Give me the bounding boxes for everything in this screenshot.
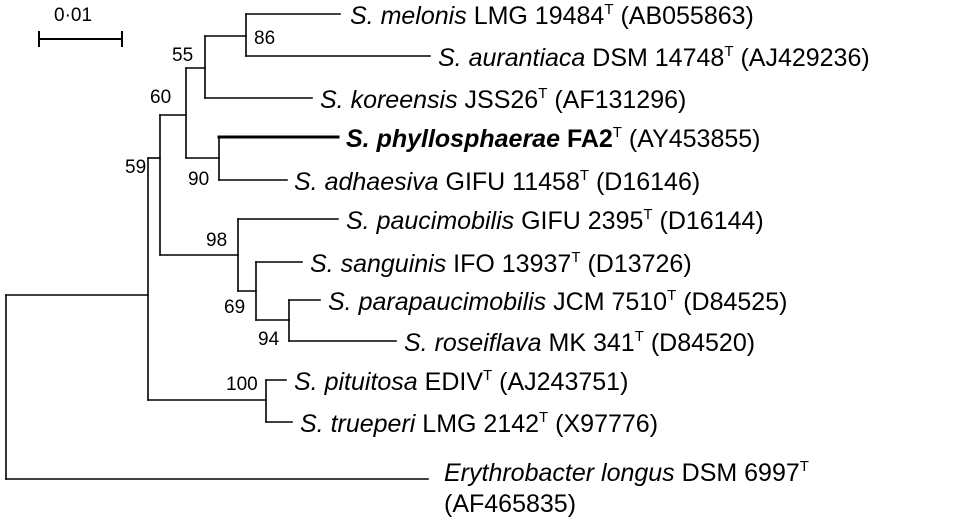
strain: IFO 13937 [453, 250, 572, 278]
genus: S. [300, 410, 324, 438]
strain: LMG 2142 [422, 410, 540, 438]
type-strain-mark: T [483, 367, 493, 384]
taxon-label-phyllosphaerae: S. phyllosphaerae FA2T (AY453855) [346, 124, 761, 153]
genus: S. [294, 168, 318, 196]
taxon-accession-erythrobacter: (AF465835) [444, 490, 577, 518]
accession: (AF131296) [554, 86, 687, 114]
taxon-label-roseiflava: S. roseiflava MK 341T (D84520) [404, 328, 756, 357]
bootstrap-value: 86 [254, 28, 276, 49]
taxon-label-sanguinis: S. sanguinis IFO 13937T (D13726) [310, 249, 692, 278]
bootstrap-value: 90 [188, 169, 210, 190]
bootstrap-value: 60 [150, 87, 172, 108]
accession: (AJ429236) [740, 44, 870, 72]
type-strain-mark: T [724, 43, 734, 60]
strain: JSS26 [464, 86, 539, 114]
genus: S. [350, 2, 374, 30]
strain: MK 341 [548, 329, 635, 357]
strain: EDIV [424, 368, 484, 396]
genus: S. [438, 44, 462, 72]
species: trueperi [330, 410, 416, 438]
accession: (AJ243751) [499, 368, 629, 396]
type-strain-mark: T [799, 458, 809, 475]
genus: Erythrobacter [444, 459, 595, 487]
taxon-label-erythrobacter: Erythrobacter longus DSM 6997T [444, 458, 809, 487]
strain: DSM 6997 [681, 459, 800, 487]
strain: DSM 14748 [592, 44, 725, 72]
strain: FA2 [566, 125, 613, 153]
type-strain-mark: T [539, 409, 549, 426]
bootstrap-value: 55 [172, 45, 194, 66]
bootstrap-value: 98 [206, 230, 228, 251]
species: aurantiaca [468, 44, 586, 72]
type-strain-mark: T [667, 287, 677, 304]
species: pituitosa [324, 368, 418, 396]
accession: (D84520) [650, 329, 756, 357]
bootstrap-value: 69 [224, 297, 246, 318]
genus: S. [294, 368, 318, 396]
type-strain-mark: T [579, 167, 590, 184]
bootstrap-value: 100 [226, 374, 258, 395]
taxon-label-pituitosa: S. pituitosa EDIVT (AJ243751) [294, 367, 629, 396]
taxon-label-aurantiaca: S. aurantiaca DSM 14748T (AJ429236) [438, 43, 870, 72]
type-strain-mark: T [571, 249, 581, 266]
taxon-label-melonis: S. melonis LMG 19484T (AB055863) [350, 1, 754, 30]
accession: (AB055863) [620, 2, 754, 30]
type-strain-mark: T [612, 124, 622, 141]
strain: GIFU 11458 [445, 168, 580, 196]
taxon-label-koreensis: S. koreensis JSS26T (AF131296) [320, 85, 687, 114]
species: roseiflava [434, 329, 542, 357]
genus: S. [346, 207, 370, 235]
taxon-label-adhaesiva: S. adhaesiva GIFU 11458T (D16146) [294, 167, 701, 196]
taxon-label-paucimobilis: S. paucimobilis GIFU 2395T (D16144) [346, 206, 764, 235]
species: koreensis [350, 86, 458, 114]
strain: GIFU 2395 [521, 207, 644, 235]
species: phyllosphaerae [376, 125, 560, 153]
type-strain-mark: T [643, 206, 653, 223]
genus: S. [346, 125, 370, 153]
accession: (X97776) [555, 410, 659, 438]
bootstrap-value: 94 [258, 329, 280, 350]
bootstrap-value: 59 [125, 157, 147, 178]
accession: (D84525) [683, 288, 788, 316]
species: longus [601, 459, 675, 487]
type-strain-mark: T [604, 1, 614, 18]
species: parapaucimobilis [358, 288, 547, 316]
strain: JCM 7510 [553, 288, 668, 316]
scale-bar [38, 31, 123, 47]
accession: (D16146) [595, 168, 701, 196]
genus: S. [404, 329, 428, 357]
accession: (AY453855) [628, 125, 761, 153]
accession: (D16144) [659, 207, 764, 235]
genus: S. [320, 86, 344, 114]
taxon-label-parapaucimobilis: S. parapaucimobilis JCM 7510T (D84525) [328, 287, 788, 316]
strain: LMG 19484 [473, 2, 605, 30]
taxon-label-trueperi: S. trueperi LMG 2142T (X97776) [300, 409, 659, 438]
genus: S. [328, 288, 352, 316]
species: adhaesiva [324, 168, 439, 196]
species: melonis [380, 2, 467, 30]
species: sanguinis [340, 250, 447, 278]
type-strain-mark: T [634, 328, 644, 345]
scale-label: 0·01 [54, 5, 93, 26]
type-strain-mark: T [538, 85, 548, 102]
accession: (D13726) [587, 250, 692, 278]
species: paucimobilis [376, 207, 515, 235]
genus: S. [310, 250, 334, 278]
